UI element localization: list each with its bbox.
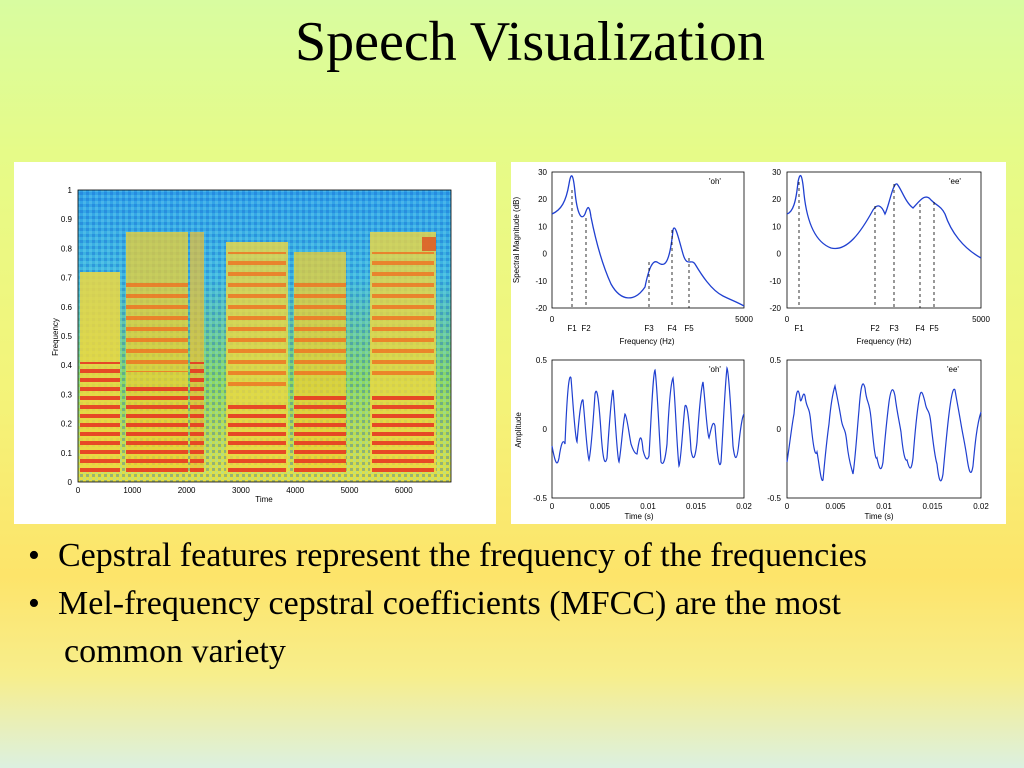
spectrogram-y-tick: 0.6: [61, 303, 73, 312]
spectra-y-tick: -20: [535, 304, 547, 313]
waveform-oh: 'oh': [551, 359, 745, 499]
waveform-y-tick: 0.5: [770, 356, 782, 365]
spectrogram-figure: 0 0.1 0.2 0.3 0.4 0.5 0.6 0.7 0.8 0.9 1 0 1000 2000 3…: [14, 162, 496, 524]
waveform-y-tick: 0.5: [536, 356, 548, 365]
waveform-ee-label: 'ee': [947, 365, 959, 374]
spectrogram-y-tick: 0.4: [61, 361, 73, 370]
bullet-text: common variety: [64, 633, 286, 670]
bullet-list: • Cepstral features represent the frequen…: [28, 532, 1018, 676]
formant-label-ee: F4: [915, 324, 925, 333]
waveform-ee: 'ee': [786, 359, 982, 499]
spectrogram-x-tick: 0: [76, 486, 81, 495]
spectra-y-tick: 30: [538, 168, 547, 177]
spectrogram-x-axis: 0 1000 2000 3000 4000 5000 6000: [76, 486, 413, 495]
waveform-x-tick: 0.015: [922, 502, 943, 511]
spectra-y-tick: 30: [772, 168, 781, 177]
spectra-y-tick: 20: [772, 195, 781, 204]
spectrogram-x-tick: 6000: [395, 486, 413, 495]
spectrogram-energy: [80, 232, 436, 472]
spectra-y-tick: -10: [769, 277, 781, 286]
spectra-y-tick: 10: [772, 222, 781, 231]
formant-label-oh: F5: [684, 324, 694, 333]
bullet-item: • Mel-frequency cepstral coefficients (MF…: [28, 580, 1018, 628]
formant-label-oh: F3: [644, 324, 654, 333]
waveform-x-tick: 0.015: [686, 502, 707, 511]
waveform-y-label: Amplitude: [514, 412, 523, 448]
spectrogram-x-tick: 4000: [286, 486, 304, 495]
formant-label-oh: F1: [567, 324, 577, 333]
spectra-y-tick: -10: [535, 277, 547, 286]
waveform-x-tick: 0.01: [640, 502, 656, 511]
spectrogram-x-tick: 1000: [123, 486, 141, 495]
spectrogram-x-label: Time: [255, 495, 273, 504]
waveform-y-tick: -0.5: [767, 494, 781, 503]
spectra-x-label-right: Frequency (Hz): [856, 337, 911, 346]
waveform-x-tick: 0.005: [590, 502, 611, 511]
spectra-y-tick: -20: [769, 304, 781, 313]
waveform-x-tick: 0.02: [736, 502, 752, 511]
bullet-text: Mel-frequency cepstral coefficients (MFC…: [58, 585, 841, 622]
spectrogram-y-tick: 0.5: [61, 332, 73, 341]
spectrogram-y-tick: 0.7: [61, 274, 73, 283]
spectra-y-label: Spectral Magnitude (dB): [512, 197, 521, 284]
spectra-y-tick: 0: [543, 250, 548, 259]
bullet-dot: •: [28, 537, 40, 574]
formant-figure: 'oh' 'ee' 'oh' 'ee' 30 20 10 0: [511, 162, 1006, 524]
waveform-x-tick: 0.005: [825, 502, 846, 511]
spectrogram-y-tick: 0.3: [61, 390, 73, 399]
spectra-x-tick: 0: [785, 315, 790, 324]
slide-title: Speech Visualization: [295, 11, 765, 73]
spectra-y-tick: 20: [538, 195, 547, 204]
spectra-x-tick: 5000: [735, 315, 753, 324]
spectrogram-y-tick: 1: [68, 186, 73, 195]
waveform-y-tick: 0: [543, 425, 548, 434]
waveform-x-tick: 0.02: [973, 502, 989, 511]
waveform-x-tick: 0: [785, 502, 790, 511]
waveform-oh-label: 'oh': [709, 365, 721, 374]
waveform-y-tick: -0.5: [533, 494, 547, 503]
spectra-y-tick: 10: [538, 222, 547, 231]
waveform-x-tick: 0: [550, 502, 555, 511]
formant-label-ee: F5: [929, 324, 939, 333]
formant-svg: 'oh' 'ee' 'oh' 'ee' 30 20 10 0: [512, 168, 990, 521]
bullet-text: Cepstral features represent the frequenc…: [58, 537, 867, 574]
formant-label-ee: F1: [794, 324, 804, 333]
formant-label-ee: F2: [870, 324, 880, 333]
bullet-item: • Cepstral features represent the frequen…: [28, 532, 1018, 580]
formant-label-oh: F4: [667, 324, 677, 333]
spectrum-ee-label: 'ee': [949, 177, 961, 186]
waveform-x-label-left: Time (s): [624, 512, 653, 521]
spectrogram-svg: 0 0.1 0.2 0.3 0.4 0.5 0.6 0.7 0.8 0.9 1 0 1000 2000 3…: [51, 186, 452, 504]
spectra-y-tick: 0: [777, 250, 782, 259]
spectra-x-tick: 0: [550, 315, 555, 324]
bullet-continuation: common variety: [28, 628, 1018, 676]
spectrogram-y-tick: 0.8: [61, 244, 73, 253]
spectrogram-x-tick: 2000: [178, 486, 196, 495]
waveform-y-tick: 0: [777, 425, 782, 434]
spectra-x-label-left: Frequency (Hz): [619, 337, 674, 346]
spectrogram-y-label: Frequency: [51, 318, 60, 356]
spectra-x-tick: 5000: [972, 315, 990, 324]
spectrogram-y-axis: 0 0.1 0.2 0.3 0.4 0.5 0.6 0.7 0.8 0.9 1: [61, 186, 73, 487]
bullet-dot: •: [28, 585, 40, 622]
spectrogram-x-tick: 5000: [341, 486, 359, 495]
spectrogram-y-tick: 0.1: [61, 449, 73, 458]
spectrum-ee: 'ee': [786, 171, 982, 309]
waveform-x-label-right: Time (s): [864, 512, 893, 521]
formant-label-oh: F2: [581, 324, 591, 333]
spectrogram-x-tick: 3000: [232, 486, 250, 495]
spectrum-oh: 'oh': [551, 171, 745, 309]
spectrum-oh-label: 'oh': [709, 177, 721, 186]
spectrogram-y-tick: 0.9: [61, 215, 73, 224]
spectrogram-y-tick: 0: [68, 478, 73, 487]
spectrogram-y-tick: 0.2: [61, 420, 73, 429]
formant-label-ee: F3: [889, 324, 899, 333]
waveform-x-tick: 0.01: [876, 502, 892, 511]
